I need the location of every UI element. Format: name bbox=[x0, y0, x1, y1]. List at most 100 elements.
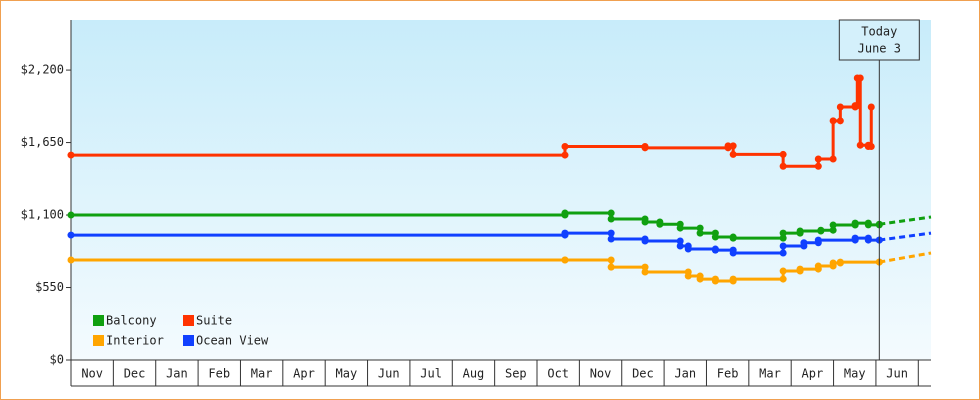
x-tick-label: Jun bbox=[378, 367, 400, 381]
step-corner bbox=[867, 143, 875, 151]
point bbox=[829, 221, 837, 229]
x-tick-label: Mar bbox=[251, 367, 273, 381]
point bbox=[67, 256, 75, 264]
step-corner bbox=[779, 234, 787, 242]
legend-swatch bbox=[183, 335, 194, 346]
step-corner bbox=[814, 162, 822, 170]
step-corner bbox=[696, 224, 704, 232]
x-tick-label: Oct bbox=[547, 367, 569, 381]
x-tick-label: Jan bbox=[674, 367, 696, 381]
point bbox=[836, 258, 844, 266]
point bbox=[796, 265, 804, 273]
point bbox=[684, 245, 692, 253]
today-box bbox=[838, 19, 920, 61]
x-tick-label: Nov bbox=[81, 367, 103, 381]
projection bbox=[879, 251, 932, 264]
point bbox=[829, 259, 837, 267]
point bbox=[641, 237, 649, 245]
point bbox=[67, 151, 75, 159]
point bbox=[867, 103, 875, 111]
point bbox=[561, 143, 569, 151]
x-tick-label: Sep bbox=[505, 367, 527, 381]
x-tick-label: Apr bbox=[802, 367, 824, 381]
x-tick-label: Jul bbox=[420, 367, 442, 381]
point bbox=[641, 144, 649, 152]
point bbox=[641, 268, 649, 276]
step-corner bbox=[829, 155, 837, 163]
x-tick-label: Jun bbox=[886, 367, 908, 381]
x-tick-label: Dec bbox=[124, 367, 146, 381]
point bbox=[851, 219, 859, 227]
point bbox=[729, 234, 737, 242]
point bbox=[711, 277, 719, 285]
point bbox=[851, 234, 859, 242]
step-corner bbox=[779, 275, 787, 283]
point bbox=[796, 227, 804, 235]
point bbox=[607, 235, 615, 243]
point bbox=[67, 231, 75, 239]
legend-swatch bbox=[93, 315, 104, 326]
step-corner bbox=[607, 229, 615, 237]
step-corner bbox=[607, 256, 615, 264]
point bbox=[684, 272, 692, 280]
x-tick-label: Apr bbox=[293, 367, 315, 381]
point bbox=[779, 162, 787, 170]
step-corner bbox=[676, 237, 684, 245]
point bbox=[724, 142, 732, 150]
point bbox=[864, 221, 872, 229]
step-corner bbox=[836, 117, 844, 125]
legend-label: Suite bbox=[196, 314, 232, 328]
y-tick-label: $2,200 bbox=[21, 63, 64, 77]
y-tick-label: $0 bbox=[50, 353, 64, 367]
point bbox=[696, 275, 704, 283]
x-tick-label: Feb bbox=[208, 367, 230, 381]
point bbox=[641, 218, 649, 226]
legend-swatch bbox=[93, 335, 104, 346]
point bbox=[711, 246, 719, 254]
legend-swatch bbox=[183, 315, 194, 326]
step-corner bbox=[829, 226, 837, 234]
point bbox=[814, 155, 822, 163]
point bbox=[814, 262, 822, 270]
x-tick-label: Dec bbox=[632, 367, 654, 381]
projection bbox=[879, 231, 932, 242]
plot-area bbox=[71, 20, 931, 360]
step-corner bbox=[779, 150, 787, 158]
step-corner bbox=[641, 263, 649, 271]
point bbox=[814, 236, 822, 244]
step-corner bbox=[853, 102, 861, 110]
point bbox=[856, 141, 864, 149]
legend-label: Ocean View bbox=[196, 334, 269, 348]
step-corner bbox=[729, 142, 737, 150]
x-tick-label: Feb bbox=[717, 367, 739, 381]
point bbox=[779, 229, 787, 237]
point bbox=[676, 242, 684, 250]
step-corner bbox=[856, 74, 864, 82]
today-label: Today bbox=[861, 25, 897, 39]
y-tick-label: $550 bbox=[35, 280, 64, 294]
point bbox=[696, 229, 704, 237]
today-label: June 3 bbox=[858, 42, 901, 56]
y-tick-label: $1,650 bbox=[21, 135, 64, 149]
point bbox=[800, 239, 808, 247]
point bbox=[729, 275, 737, 283]
point bbox=[607, 263, 615, 271]
point bbox=[607, 215, 615, 223]
point bbox=[67, 211, 75, 219]
point bbox=[817, 226, 825, 234]
x-tick-label: Nov bbox=[590, 367, 612, 381]
series-line bbox=[71, 231, 880, 255]
point bbox=[711, 233, 719, 241]
step-corner bbox=[607, 209, 615, 217]
point bbox=[676, 224, 684, 232]
point bbox=[864, 236, 872, 244]
x-tick-label: Jan bbox=[166, 367, 188, 381]
point bbox=[561, 229, 569, 237]
step-corner bbox=[779, 249, 787, 257]
x-tick-label: May bbox=[844, 367, 866, 381]
point bbox=[779, 242, 787, 250]
projection bbox=[879, 215, 932, 226]
x-tick-label: May bbox=[336, 367, 358, 381]
